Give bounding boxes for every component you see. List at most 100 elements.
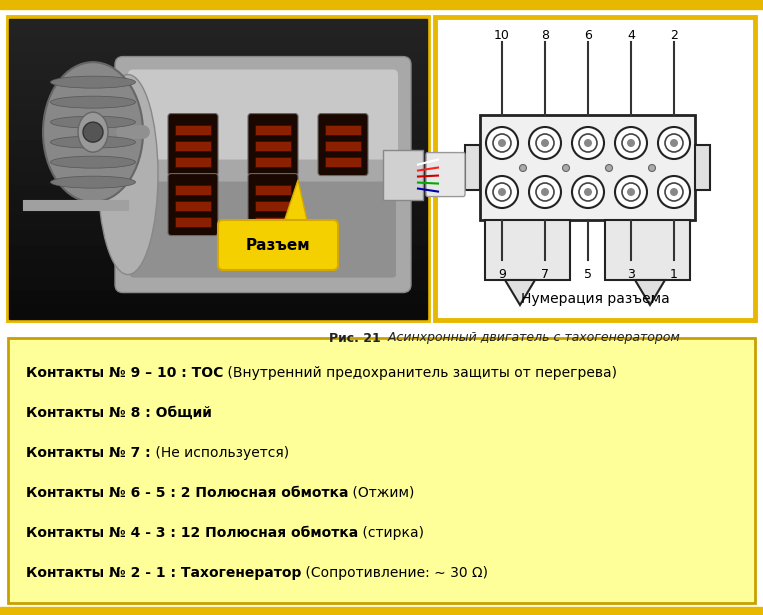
- Ellipse shape: [50, 96, 136, 108]
- FancyBboxPatch shape: [465, 145, 480, 190]
- Text: 1: 1: [670, 268, 678, 281]
- Bar: [9, 274, 427, 289]
- Circle shape: [562, 164, 569, 172]
- Circle shape: [579, 183, 597, 201]
- Bar: [9, 229, 427, 244]
- FancyBboxPatch shape: [318, 114, 368, 175]
- Circle shape: [622, 134, 640, 152]
- Bar: [9, 169, 427, 184]
- Ellipse shape: [50, 176, 136, 188]
- Circle shape: [529, 127, 561, 159]
- Polygon shape: [283, 180, 308, 225]
- Text: (стирка): (стирка): [359, 526, 424, 540]
- FancyBboxPatch shape: [480, 115, 695, 220]
- Ellipse shape: [43, 62, 143, 202]
- FancyBboxPatch shape: [218, 220, 338, 270]
- Circle shape: [498, 188, 506, 196]
- Bar: [9, 34, 427, 49]
- Circle shape: [529, 176, 561, 208]
- Bar: [9, 259, 427, 274]
- Bar: [255, 141, 291, 151]
- Text: 3: 3: [627, 268, 635, 281]
- Circle shape: [606, 164, 613, 172]
- Text: Контакты № 7 :: Контакты № 7 :: [26, 446, 150, 460]
- Circle shape: [572, 176, 604, 208]
- Bar: [9, 214, 427, 229]
- Circle shape: [520, 164, 526, 172]
- Ellipse shape: [50, 76, 136, 88]
- Polygon shape: [505, 280, 535, 305]
- Ellipse shape: [50, 116, 136, 128]
- FancyBboxPatch shape: [8, 17, 428, 320]
- Bar: [175, 184, 211, 194]
- Text: 8: 8: [541, 29, 549, 42]
- Ellipse shape: [50, 136, 136, 148]
- FancyBboxPatch shape: [695, 145, 710, 190]
- Bar: [9, 289, 427, 304]
- Circle shape: [536, 183, 554, 201]
- FancyBboxPatch shape: [128, 69, 398, 159]
- FancyBboxPatch shape: [168, 114, 218, 175]
- Bar: [9, 139, 427, 154]
- Circle shape: [541, 188, 549, 196]
- Text: 5: 5: [584, 268, 592, 281]
- Text: (Сопротивление: ∼ 30 Ω): (Сопротивление: ∼ 30 Ω): [301, 566, 488, 580]
- Bar: [175, 216, 211, 226]
- Circle shape: [627, 139, 635, 147]
- Bar: [0, 0, 763, 9]
- Ellipse shape: [50, 156, 136, 168]
- Text: 2: 2: [670, 29, 678, 42]
- FancyBboxPatch shape: [130, 181, 396, 277]
- Bar: [9, 94, 427, 109]
- Circle shape: [493, 134, 511, 152]
- Circle shape: [579, 134, 597, 152]
- Circle shape: [615, 176, 647, 208]
- Circle shape: [536, 134, 554, 152]
- Bar: [175, 200, 211, 210]
- Bar: [9, 109, 427, 124]
- Bar: [9, 244, 427, 259]
- Bar: [175, 157, 211, 167]
- FancyBboxPatch shape: [248, 173, 298, 236]
- Text: Разъем: Разъем: [246, 237, 311, 253]
- Text: 7: 7: [541, 268, 549, 281]
- FancyBboxPatch shape: [248, 114, 298, 175]
- Bar: [325, 141, 361, 151]
- Bar: [255, 184, 291, 194]
- FancyBboxPatch shape: [168, 173, 218, 236]
- Text: Рис. 21: Рис. 21: [330, 331, 381, 344]
- Circle shape: [665, 134, 683, 152]
- Bar: [255, 200, 291, 210]
- Circle shape: [627, 188, 635, 196]
- Bar: [175, 125, 211, 135]
- FancyBboxPatch shape: [115, 57, 411, 293]
- Polygon shape: [635, 280, 665, 305]
- FancyBboxPatch shape: [485, 220, 570, 280]
- Circle shape: [649, 164, 655, 172]
- FancyBboxPatch shape: [426, 153, 465, 197]
- Text: Контакты № 9 – 10 : ТОС: Контакты № 9 – 10 : ТОС: [26, 366, 224, 380]
- Bar: [325, 125, 361, 135]
- Text: (Не используется): (Не используется): [150, 446, 288, 460]
- Circle shape: [486, 176, 518, 208]
- Circle shape: [498, 139, 506, 147]
- FancyBboxPatch shape: [605, 220, 690, 280]
- Bar: [175, 141, 211, 151]
- Bar: [9, 79, 427, 94]
- Text: 9: 9: [498, 268, 506, 281]
- Bar: [9, 49, 427, 64]
- Ellipse shape: [78, 112, 108, 152]
- Circle shape: [541, 139, 549, 147]
- Bar: [9, 199, 427, 214]
- Bar: [255, 157, 291, 167]
- Bar: [9, 184, 427, 199]
- Text: 10: 10: [494, 29, 510, 42]
- Bar: [255, 125, 291, 135]
- Circle shape: [622, 183, 640, 201]
- Circle shape: [658, 176, 690, 208]
- Text: Нумерация разъема: Нумерация разъема: [520, 292, 669, 306]
- Text: Контакты № 4 - 3 : 12 Полюсная обмотка: Контакты № 4 - 3 : 12 Полюсная обмотка: [26, 526, 359, 540]
- Circle shape: [584, 188, 592, 196]
- Bar: [325, 157, 361, 167]
- Circle shape: [572, 127, 604, 159]
